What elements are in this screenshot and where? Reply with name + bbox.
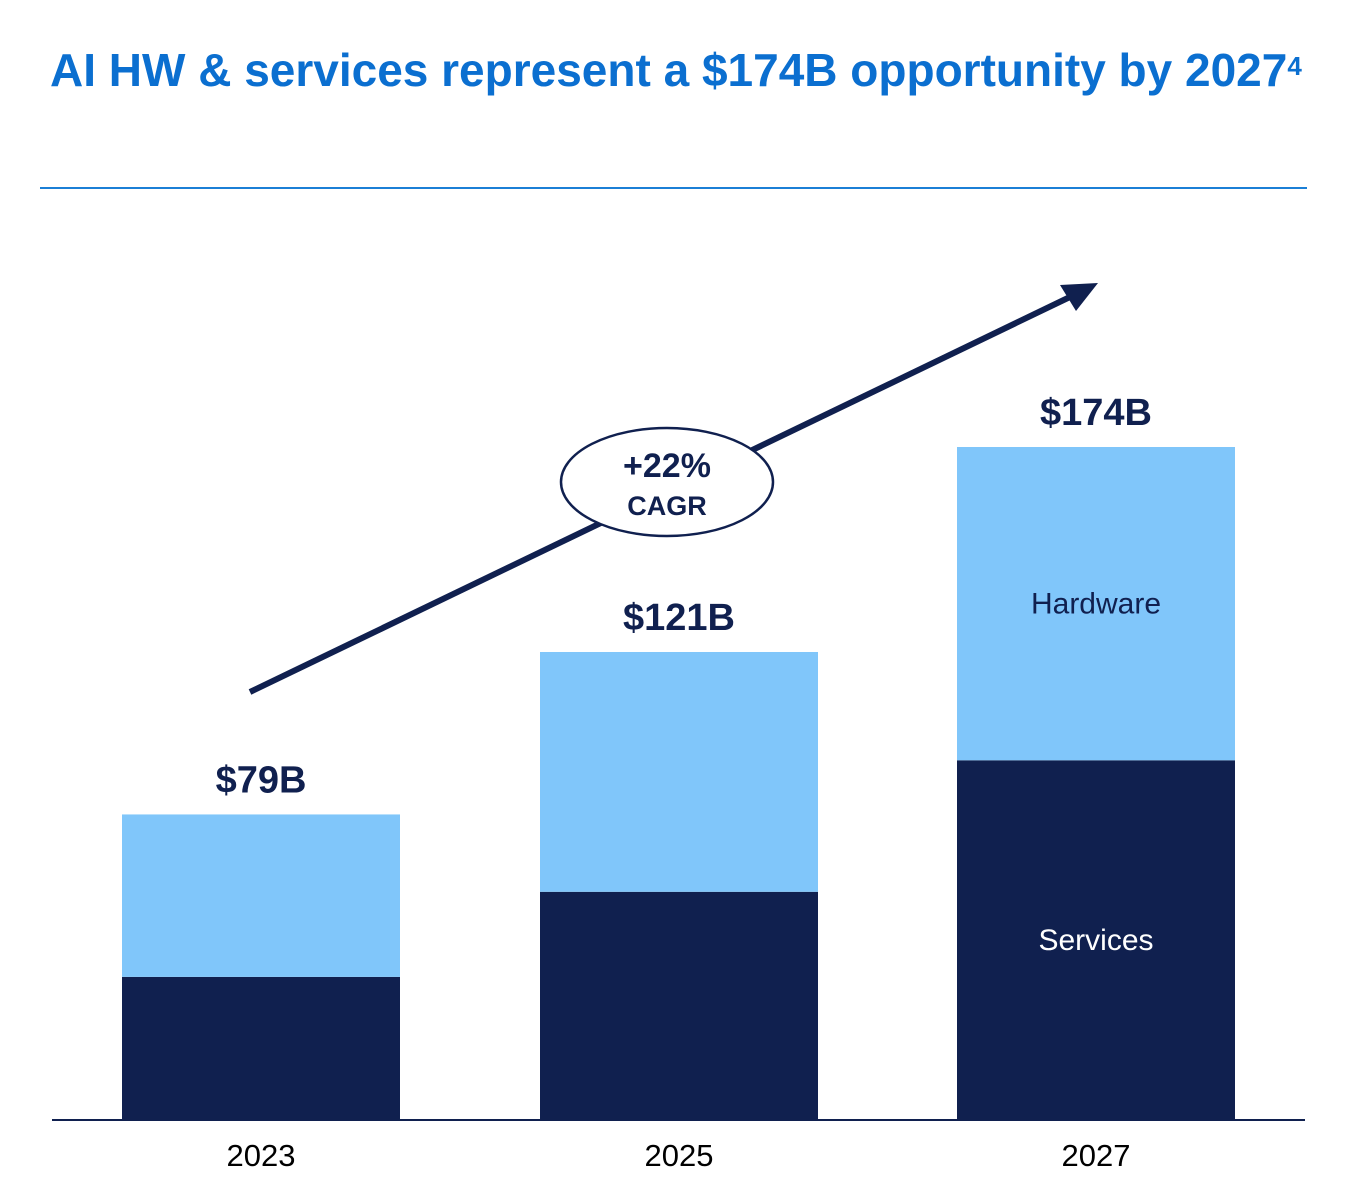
- bar-services-2027: [957, 760, 1235, 1120]
- total-label-2025: $121B: [623, 597, 735, 639]
- bar-hardware-2023: [122, 814, 400, 977]
- page-title: AI HW & services represent a $174B oppor…: [50, 40, 1320, 100]
- title-text: AI HW & services represent a $174B oppor…: [50, 44, 1288, 96]
- labels-group: $79B 2023 $121B 2025 $174B 2027 Services Hardwa…: [216, 392, 1161, 1173]
- bar-services-2023: [122, 976, 400, 1120]
- series-label-hardware: Hardware: [1031, 588, 1161, 621]
- bar-hardware-2025: [540, 651, 818, 892]
- series-label-services: Services: [1038, 924, 1153, 957]
- x-tick-label-2025: 2025: [645, 1138, 714, 1173]
- bars-group: [122, 447, 1235, 1120]
- title-footnote: 4: [1287, 51, 1302, 81]
- cagr-value: +22%: [623, 447, 711, 485]
- bar-hardware-2027: [957, 447, 1235, 761]
- cagr-arrow-head: [1060, 283, 1098, 311]
- cagr-ellipse: [559, 426, 775, 538]
- cagr-label: CAGR: [627, 491, 707, 521]
- x-tick-label-2023: 2023: [227, 1138, 296, 1173]
- bar-services-2025: [540, 891, 818, 1120]
- total-label-2027: $174B: [1040, 392, 1152, 434]
- total-label-2023: $79B: [216, 759, 307, 801]
- title-divider: [40, 187, 1307, 189]
- x-tick-label-2027: 2027: [1062, 1138, 1131, 1173]
- cagr-badge: +22% CAGR: [559, 426, 775, 538]
